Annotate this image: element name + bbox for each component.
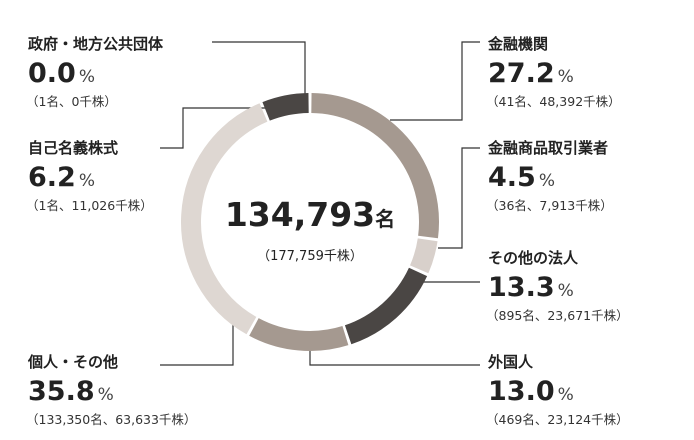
value-label: 13.3%: [488, 272, 574, 303]
center-unit: 名: [375, 207, 395, 231]
value-label: 27.2%: [488, 58, 574, 89]
category-label: 金融機関: [487, 35, 548, 53]
donut-segment: [344, 267, 428, 345]
category-label: 政府・地方公共団体: [28, 35, 164, 53]
leader-line: [309, 345, 480, 366]
detail-label: （133,350名、63,633千株）: [26, 412, 196, 427]
value: 27.2: [488, 58, 555, 89]
unit: %: [558, 281, 574, 301]
leader-line: [212, 41, 306, 98]
unit: %: [79, 67, 95, 87]
value: 13.0: [488, 376, 555, 407]
value-label: 4.5%: [488, 162, 555, 193]
donut-segment: [262, 93, 310, 121]
value: 4.5: [488, 162, 536, 193]
leader-lines: [160, 41, 480, 366]
unit: %: [558, 385, 574, 405]
value-label: 0.0%: [28, 58, 95, 89]
leader-line: [438, 147, 480, 249]
leader-line: [160, 325, 234, 366]
detail-label: （41名、48,392千株）: [486, 94, 621, 109]
detail-label: （36名、7,913千株）: [486, 198, 613, 213]
unit: %: [539, 171, 555, 191]
unit: %: [558, 67, 574, 87]
value: 0.0: [28, 58, 76, 89]
detail-label: （895名、23,671千株）: [486, 308, 629, 323]
unit: %: [98, 385, 114, 405]
donut-segment: [409, 238, 438, 274]
donut-segment: [311, 93, 439, 239]
center-sub: （177,759千株）: [257, 249, 363, 264]
center-total: 134,793名: [225, 195, 395, 234]
unit: %: [79, 171, 95, 191]
detail-label: （1名、11,026千株）: [26, 198, 153, 213]
center-value: 134,793: [225, 195, 375, 234]
leader-line: [390, 41, 480, 121]
value: 13.3: [488, 272, 555, 303]
value: 35.8: [28, 376, 95, 407]
value: 6.2: [28, 162, 76, 193]
leader-line: [160, 107, 268, 149]
donut-segment: [249, 318, 349, 351]
category-label: 自己名義株式: [28, 139, 118, 157]
detail-label: （469名、23,124千株）: [486, 412, 629, 427]
category-label: その他の法人: [488, 249, 579, 267]
category-label: 外国人: [487, 353, 534, 371]
value-label: 35.8%: [28, 376, 114, 407]
value-label: 6.2%: [28, 162, 95, 193]
category-label: 個人・その他: [27, 353, 118, 371]
category-label: 金融商品取引業者: [487, 139, 608, 157]
detail-label: （1名、0千株）: [26, 94, 117, 109]
donut-segment: [181, 103, 268, 335]
value-label: 13.0%: [488, 376, 574, 407]
